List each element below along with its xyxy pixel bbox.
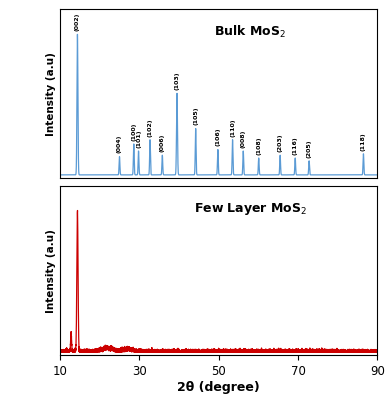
Text: Few Layer MoS$_2$: Few Layer MoS$_2$	[194, 200, 307, 216]
Text: (004): (004)	[117, 135, 122, 153]
Text: (203): (203)	[277, 133, 283, 152]
Text: (103): (103)	[175, 71, 180, 90]
Text: Bulk MoS$_2$: Bulk MoS$_2$	[214, 24, 286, 40]
Text: (100): (100)	[131, 122, 136, 140]
Text: (006): (006)	[160, 133, 165, 152]
Text: (110): (110)	[230, 118, 235, 136]
Text: (008): (008)	[241, 129, 246, 148]
Text: (102): (102)	[147, 118, 152, 136]
Text: (002): (002)	[75, 13, 80, 31]
Y-axis label: Intensity (a.u): Intensity (a.u)	[46, 229, 56, 313]
Text: (101): (101)	[136, 129, 141, 148]
Text: (105): (105)	[193, 107, 198, 125]
Text: (118): (118)	[361, 132, 366, 150]
Text: (106): (106)	[215, 128, 220, 146]
Text: (116): (116)	[293, 136, 298, 154]
Text: (108): (108)	[256, 136, 261, 154]
Y-axis label: Intensity (a.u): Intensity (a.u)	[46, 52, 56, 136]
X-axis label: 2θ (degree): 2θ (degree)	[177, 380, 260, 393]
Text: (205): (205)	[307, 139, 312, 157]
